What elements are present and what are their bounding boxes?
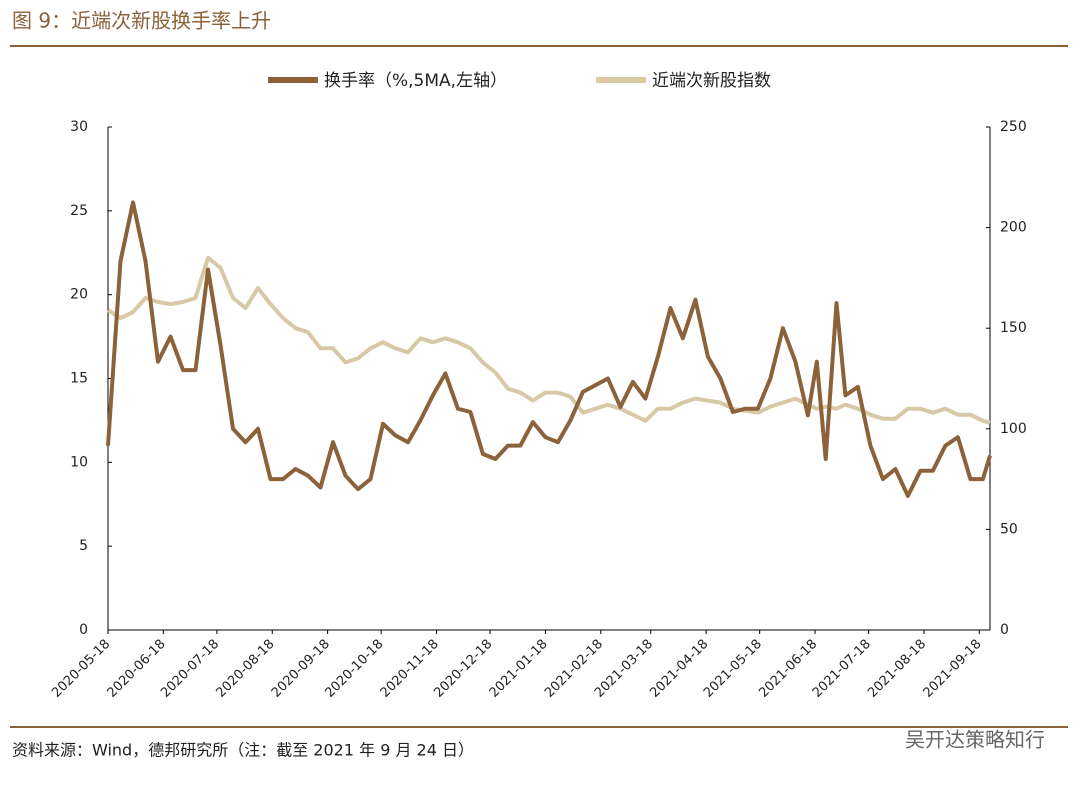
y-tick-label: 15 — [70, 371, 88, 387]
y-tick-label: 20 — [70, 287, 88, 303]
legend-label: 近端次新股指数 — [652, 71, 771, 91]
y-tick-label: 10 — [70, 454, 88, 470]
y2-tick-label: 100 — [1000, 421, 1027, 437]
y2-tick-label: 250 — [1000, 119, 1027, 135]
x-tick-label: 2020-07-18 — [158, 637, 222, 701]
y2-tick-label: 150 — [1000, 320, 1027, 336]
x-tick-label: 2021-07-18 — [810, 637, 874, 701]
x-tick-label: 2020-10-18 — [322, 637, 386, 701]
source: 资料来源：Wind，德邦研究所（注：截至 2021 年 9 月 24 日） — [12, 741, 474, 760]
y2-tick-label: 0 — [1000, 622, 1009, 638]
watermark: 吴开达策略知行 — [905, 728, 1045, 752]
x-tick-label: 2020-12-18 — [431, 637, 495, 701]
y-tick-label: 5 — [79, 538, 88, 554]
x-tick-label: 2020-08-18 — [214, 637, 278, 701]
y-tick-label: 25 — [70, 203, 88, 219]
y2-tick-label: 50 — [1000, 521, 1018, 537]
x-tick-label: 2021-08-18 — [865, 637, 929, 701]
series-line — [106, 255, 991, 425]
legend-label: 换手率（%,5MA,左轴） — [324, 71, 507, 91]
y-tick-label: 0 — [79, 622, 88, 638]
series-line — [106, 200, 992, 498]
x-tick-label: 2020-05-18 — [49, 637, 113, 701]
x-tick-label: 2021-01-18 — [487, 637, 551, 701]
y2-tick-label: 200 — [1000, 220, 1027, 236]
x-tick-label: 2021-05-18 — [701, 637, 765, 701]
y-tick-label: 30 — [70, 119, 88, 135]
x-tick-label: 2021-09-18 — [921, 637, 985, 701]
chart-title: 图 9：近端次新股换手率上升 — [12, 9, 271, 33]
